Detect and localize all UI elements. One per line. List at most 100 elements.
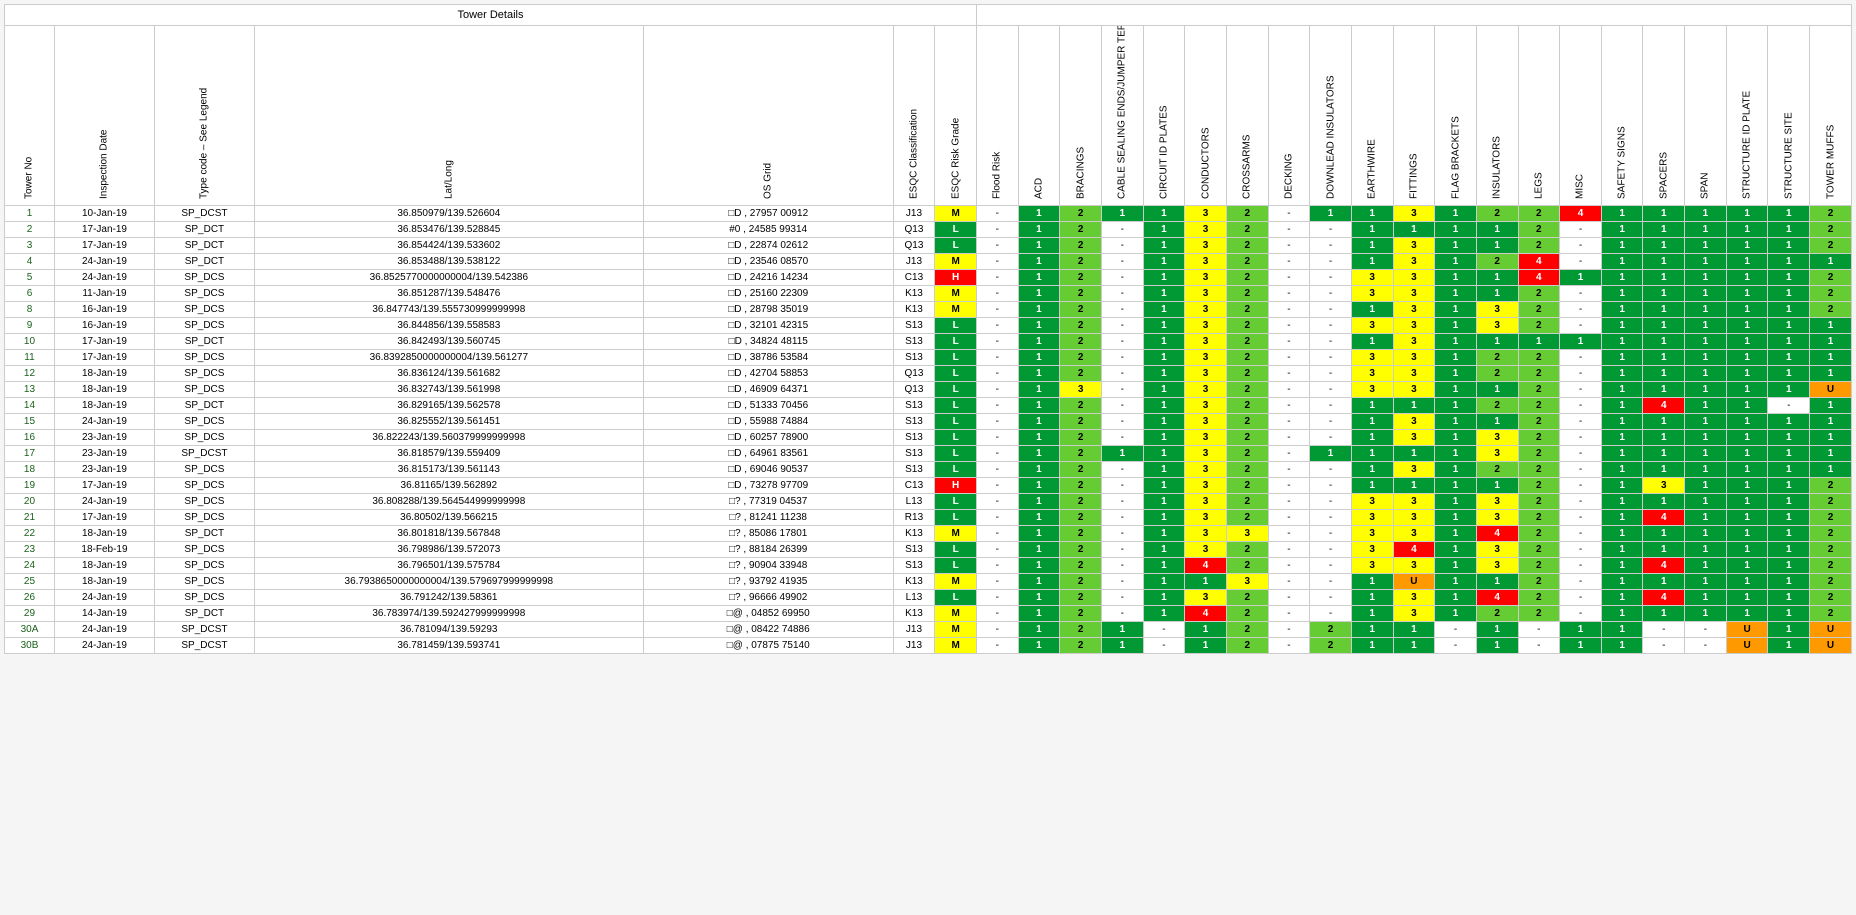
cell: 2 (1226, 430, 1268, 446)
cell: 2 (1226, 238, 1268, 254)
cell: 2 (1810, 590, 1852, 606)
cell: 1 (1143, 430, 1185, 446)
cell: 1 (1726, 510, 1768, 526)
cell: 2 (1518, 206, 1560, 222)
cell: 2 (1226, 478, 1268, 494)
cell: 1 (1643, 350, 1685, 366)
hdr-inspection-date: Inspection Date (54, 26, 154, 206)
cell: - (1101, 366, 1143, 382)
cell: 2 (1060, 478, 1102, 494)
cell: - (1101, 478, 1143, 494)
cell: 2 (1476, 350, 1518, 366)
cell: 2 (1226, 382, 1268, 398)
cell: 1 (1018, 446, 1060, 462)
cell: 1 (1351, 302, 1393, 318)
cell: M (935, 286, 977, 302)
table-row: 424-Jan-19SP_DCT36.853488/139.538122□D ,… (5, 254, 1852, 270)
cell: R13 (893, 510, 935, 526)
cell: 1 (1435, 222, 1477, 238)
cell: 2 (1518, 446, 1560, 462)
cell: - (1310, 430, 1352, 446)
cell: □D , 73278 97709 (643, 478, 893, 494)
cell: 3 (1393, 590, 1435, 606)
cell: 24-Jan-19 (54, 494, 154, 510)
cell: - (1268, 414, 1310, 430)
cell: 1 (1143, 206, 1185, 222)
cell: 24 (5, 558, 55, 574)
cell: 2 (5, 222, 55, 238)
cell: 1 (1768, 494, 1810, 510)
cell: - (1560, 510, 1602, 526)
cell: 1 (1435, 590, 1477, 606)
cell: 3 (1185, 590, 1227, 606)
cell: 3 (1185, 462, 1227, 478)
cell: - (1268, 350, 1310, 366)
cell: 3 (1393, 334, 1435, 350)
cell: 2 (1060, 286, 1102, 302)
table-row: 916-Jan-19SP_DCS36.844856/139.558583□D ,… (5, 318, 1852, 334)
cell: 1 (1435, 558, 1477, 574)
cell: 1 (1726, 542, 1768, 558)
cell: 1 (1435, 286, 1477, 302)
cell: - (1560, 558, 1602, 574)
cell: 5 (5, 270, 55, 286)
cell: 1 (1643, 238, 1685, 254)
cell: 2 (1518, 398, 1560, 414)
cell: - (1518, 622, 1560, 638)
cell: - (976, 350, 1018, 366)
cell: S13 (893, 462, 935, 478)
cell: 1 (1643, 302, 1685, 318)
cell: SP_DCS (154, 270, 254, 286)
cell: 22 (5, 526, 55, 542)
cell: 36.781459/139.593741 (254, 638, 643, 654)
cell: SP_DCST (154, 622, 254, 638)
cell: 1 (1768, 318, 1810, 334)
cell: 2 (1810, 526, 1852, 542)
cell: 3 (1393, 526, 1435, 542)
cell: 1 (1601, 286, 1643, 302)
cell: 2 (1226, 446, 1268, 462)
cell: 3 (1476, 430, 1518, 446)
cell: 1 (1726, 558, 1768, 574)
cell: 3 (1476, 510, 1518, 526)
table-row: 2117-Jan-19SP_DCS36.80502/139.566215□? ,… (5, 510, 1852, 526)
cell: 1 (1601, 206, 1643, 222)
cell: 36.80502/139.566215 (254, 510, 643, 526)
cell: - (1560, 446, 1602, 462)
cell: 3 (1393, 286, 1435, 302)
cell: 2 (1060, 558, 1102, 574)
cell: 18-Jan-19 (54, 558, 154, 574)
cell: - (1310, 222, 1352, 238)
cell: 1 (1726, 382, 1768, 398)
cell: S13 (893, 318, 935, 334)
cell: - (1268, 430, 1310, 446)
table-row: 30A24-Jan-19SP_DCST36.781094/139.59293□@… (5, 622, 1852, 638)
cell: 1 (1601, 574, 1643, 590)
cell: 1 (1143, 542, 1185, 558)
cell: - (1101, 494, 1143, 510)
cell: 2 (1518, 526, 1560, 542)
cell: K13 (893, 302, 935, 318)
cell: - (1310, 270, 1352, 286)
cell: 1 (1601, 350, 1643, 366)
cell: L13 (893, 494, 935, 510)
cell: 1 (1435, 574, 1477, 590)
cell: 2 (1518, 318, 1560, 334)
cell: 1 (5, 206, 55, 222)
cell: 21 (5, 510, 55, 526)
cell: - (1310, 254, 1352, 270)
cell: 2 (1518, 558, 1560, 574)
table-row: 1917-Jan-19SP_DCS36.81165/139.562892□D ,… (5, 478, 1852, 494)
cell: □? , 85086 17801 (643, 526, 893, 542)
cell: 13 (5, 382, 55, 398)
cell: 2 (1518, 510, 1560, 526)
cell: 2 (1060, 366, 1102, 382)
cell: 1 (1685, 302, 1727, 318)
cell: 36.808288/139.564544999999998 (254, 494, 643, 510)
cell: 1 (1018, 334, 1060, 350)
hdr-type-code: Type code – See Legend (154, 26, 254, 206)
table-row: 317-Jan-19SP_DCT36.854424/139.533602□D ,… (5, 238, 1852, 254)
cell: 2 (1518, 222, 1560, 238)
cell: 2 (1476, 398, 1518, 414)
cell: 1 (1768, 382, 1810, 398)
